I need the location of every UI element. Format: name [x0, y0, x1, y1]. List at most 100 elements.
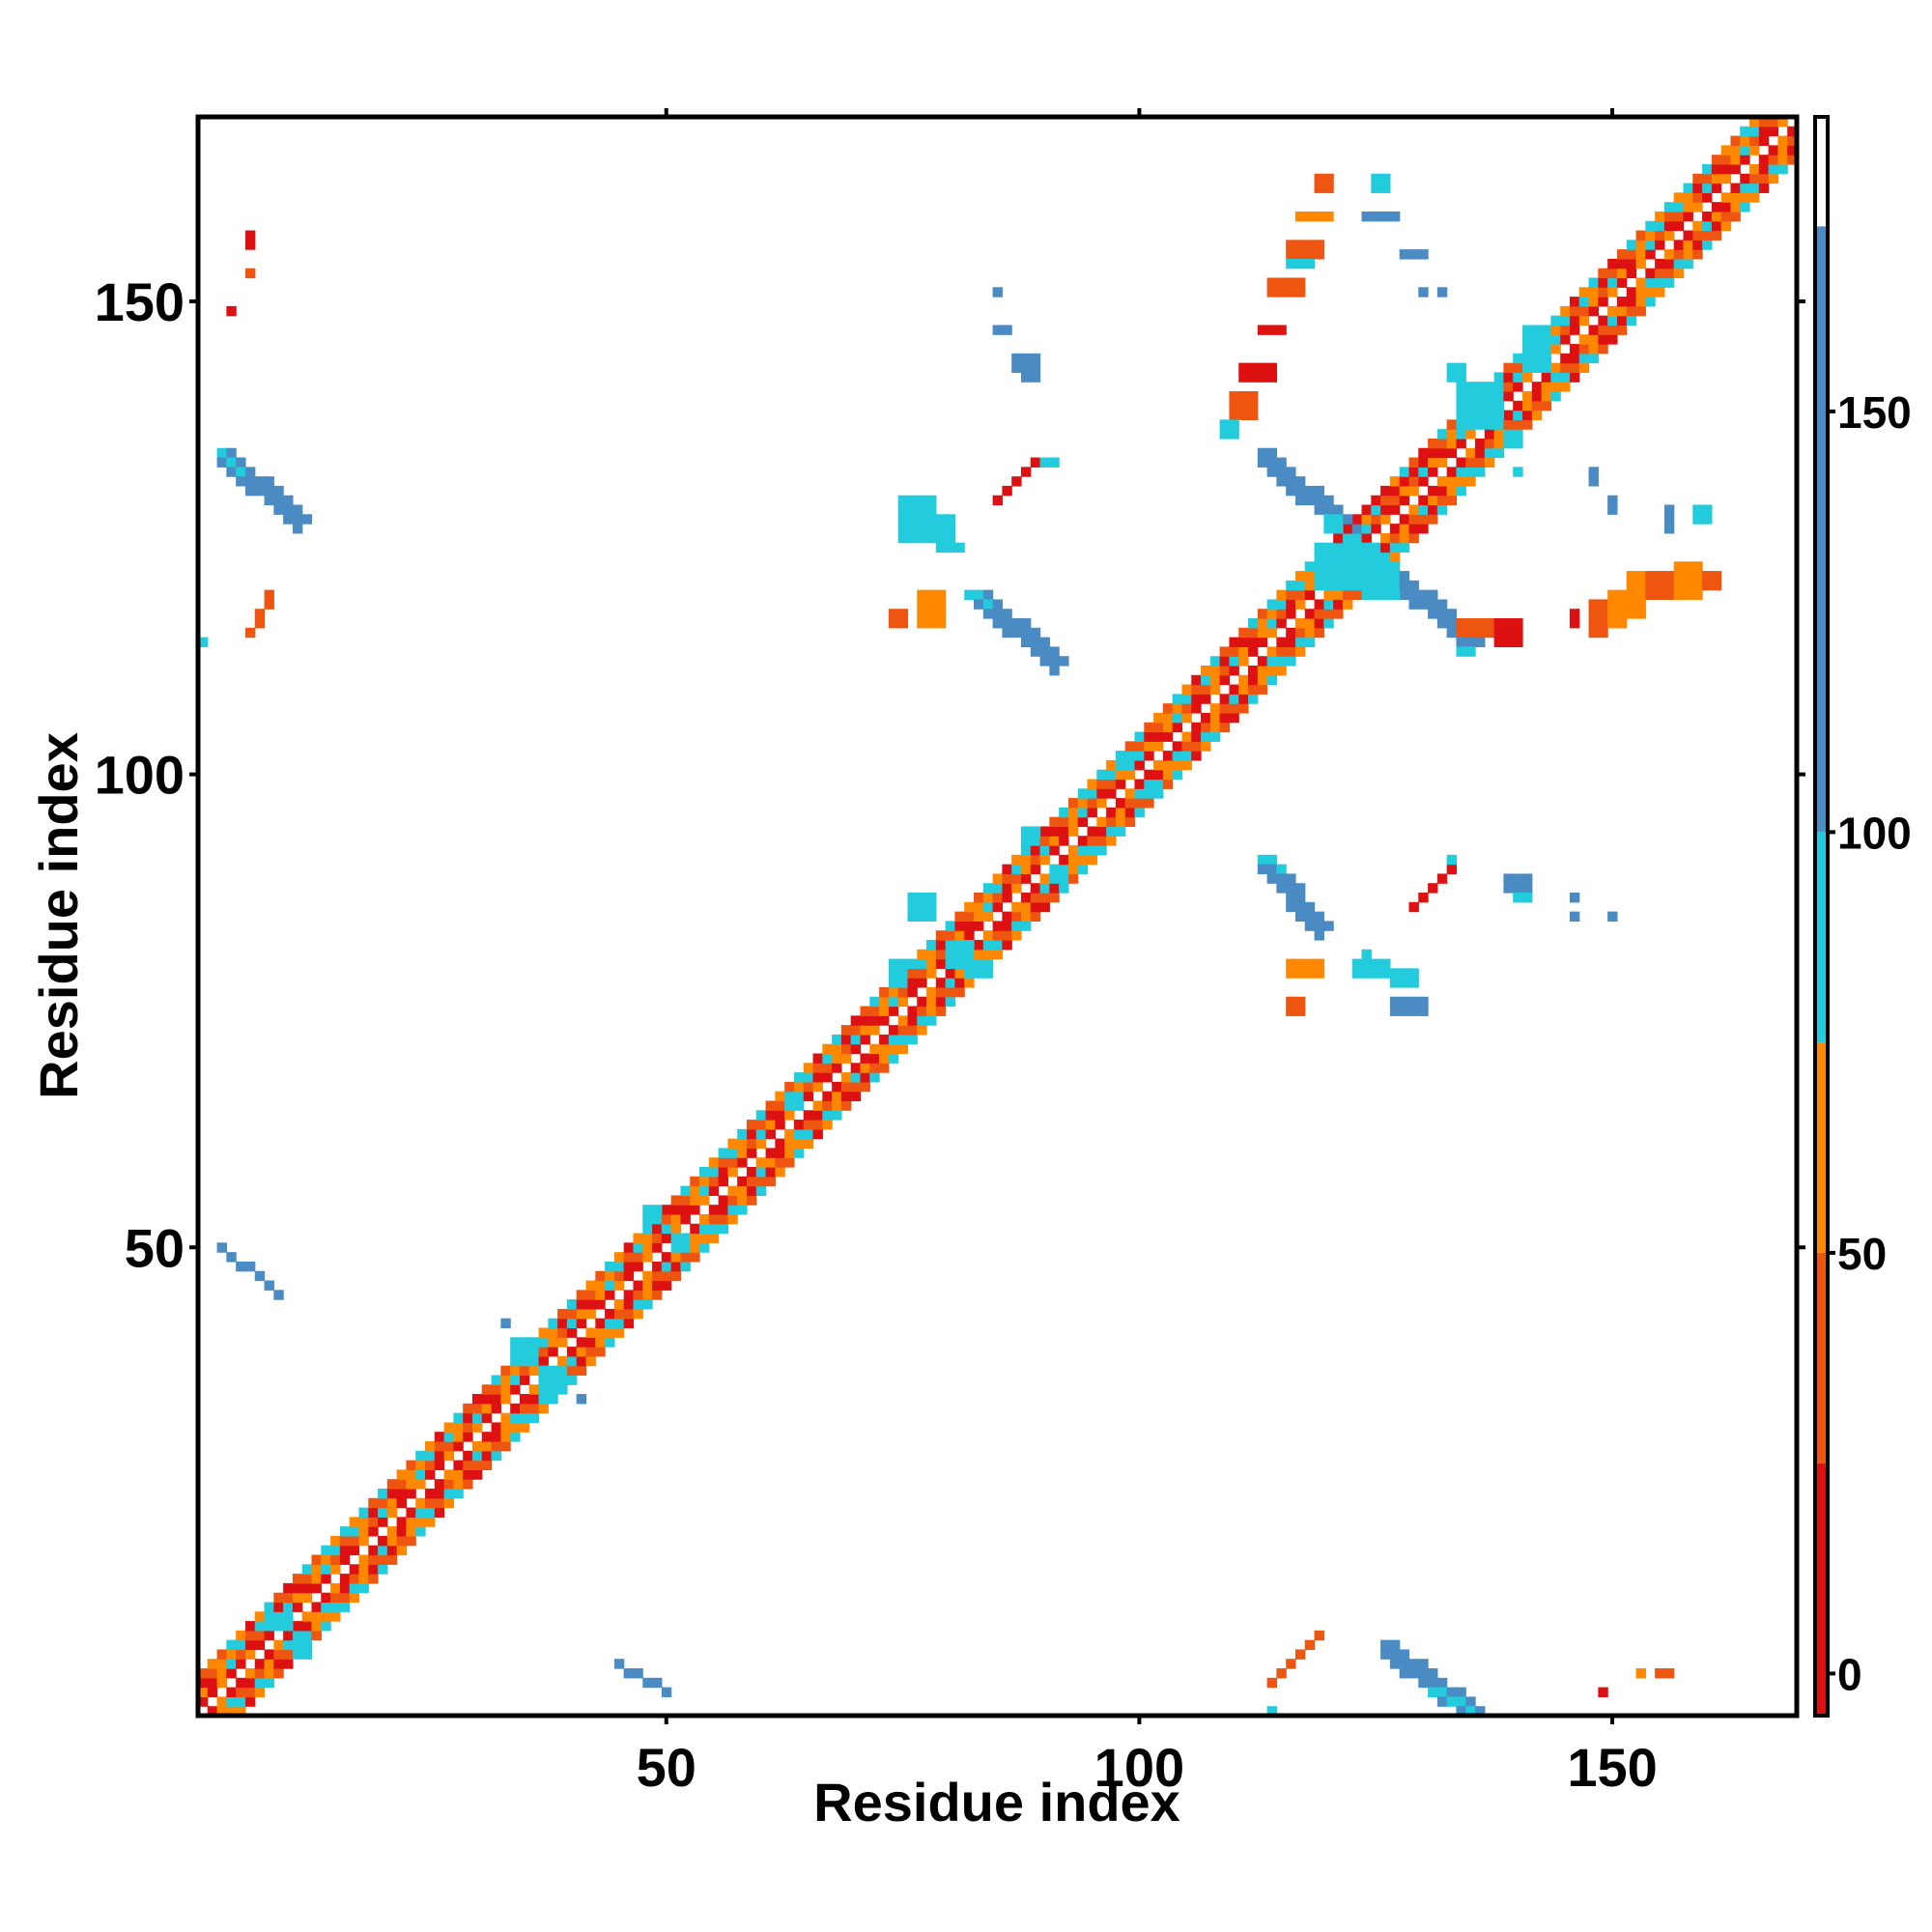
heatmap-cell — [1569, 315, 1580, 327]
heatmap-cell — [1067, 845, 1079, 856]
heatmap-cell — [1153, 759, 1164, 771]
heatmap-cell — [1002, 325, 1012, 335]
heatmap-cell — [254, 618, 266, 629]
heatmap-cell — [1294, 495, 1306, 506]
heatmap-cell — [1389, 532, 1401, 544]
heatmap-cell — [1266, 467, 1277, 477]
heatmap-cell — [1436, 485, 1448, 497]
heatmap-cell — [1456, 646, 1466, 657]
heatmap-cell — [1484, 410, 1495, 420]
heatmap-cell — [718, 1176, 728, 1187]
heatmap-cell — [623, 1308, 635, 1320]
heatmap-cell — [1201, 741, 1211, 752]
heatmap-cell — [907, 532, 918, 544]
heatmap-cell — [1144, 769, 1154, 781]
heatmap-cell — [718, 1223, 728, 1235]
heatmap-cell — [1645, 230, 1656, 241]
heatmap-cell — [1446, 864, 1458, 875]
heatmap-cell — [378, 1488, 388, 1499]
heatmap-cell — [510, 1422, 521, 1433]
heatmap-cell — [566, 1318, 578, 1329]
heatmap-cell — [822, 1053, 833, 1064]
heatmap-cell — [917, 618, 927, 629]
heatmap-cell — [935, 986, 947, 998]
heatmap-cell — [897, 1034, 909, 1045]
heatmap-cell — [982, 893, 994, 903]
heatmap-cell — [1266, 618, 1277, 629]
heatmap-cell — [1475, 467, 1486, 477]
heatmap-cell — [888, 996, 899, 1008]
heatmap-cell — [358, 1535, 369, 1547]
heatmap-cell — [254, 476, 266, 487]
heatmap-cell — [1503, 372, 1514, 383]
heatmap-cell — [548, 1347, 558, 1357]
heatmap-cell — [974, 921, 984, 931]
heatmap-cell — [1740, 145, 1750, 156]
heatmap-cell — [1266, 646, 1277, 657]
heatmap-cell — [945, 524, 956, 534]
heatmap-cell — [1286, 646, 1296, 657]
heatmap-cell — [982, 599, 994, 610]
heatmap-cell — [1616, 249, 1628, 260]
heatmap-cell — [1720, 173, 1732, 185]
heatmap-cell — [406, 1507, 416, 1518]
heatmap-cell — [1588, 353, 1599, 364]
heatmap-cell — [605, 1318, 615, 1329]
heatmap-cell — [1011, 476, 1022, 487]
heatmap-cell — [1569, 372, 1580, 383]
heatmap-cell — [1513, 873, 1523, 884]
heatmap-cell — [500, 1412, 511, 1424]
heatmap-cell — [500, 1384, 511, 1395]
heatmap-cell — [566, 1347, 578, 1357]
heatmap-cell — [954, 986, 965, 998]
heatmap-cell — [396, 1469, 408, 1480]
heatmap-cell — [1663, 277, 1675, 288]
heatmap-cell — [746, 1148, 757, 1158]
heatmap-cell — [1380, 514, 1391, 525]
heatmap-cell — [775, 1091, 785, 1102]
heatmap-cell — [1276, 476, 1287, 487]
heatmap-cell — [652, 1233, 663, 1243]
heatmap-cell — [1465, 1696, 1476, 1707]
heatmap-cell — [1238, 684, 1249, 695]
heatmap-cell — [879, 1015, 890, 1026]
heatmap-cell — [1607, 287, 1618, 298]
heatmap-cell — [1663, 524, 1675, 534]
heatmap-cell — [292, 1630, 303, 1641]
heatmap-cell — [1645, 277, 1656, 288]
heatmap-cell — [1153, 779, 1164, 789]
heatmap-cell — [1740, 173, 1750, 185]
heatmap-cell — [1134, 798, 1145, 809]
heatmap-cell — [1380, 211, 1391, 222]
heatmap-cell — [879, 1006, 890, 1016]
heatmap-cell — [1522, 400, 1533, 412]
heatmap-cell — [1134, 788, 1145, 799]
heatmap-cell — [585, 1355, 596, 1367]
heatmap-cell — [1314, 571, 1324, 582]
heatmap-cell — [273, 495, 284, 506]
heatmap-cell — [964, 968, 975, 979]
heatmap-cell — [595, 1290, 606, 1300]
heatmap-cell — [1371, 514, 1381, 525]
heatmap-cell — [1550, 334, 1561, 345]
heatmap-cell — [415, 1497, 426, 1509]
heatmap-cell — [1635, 580, 1646, 591]
heatmap-cell — [897, 609, 909, 619]
heatmap-cell — [755, 1185, 767, 1196]
heatmap-cell — [633, 1299, 643, 1310]
heatmap-cell — [974, 958, 984, 969]
heatmap-cell — [1002, 911, 1012, 922]
heatmap-cell — [1181, 741, 1192, 752]
heatmap-cell — [292, 1592, 303, 1604]
heatmap-cell — [301, 1592, 313, 1604]
heatmap-cell — [1144, 779, 1154, 789]
heatmap-cell — [926, 1015, 937, 1026]
heatmap-cell — [1294, 1649, 1306, 1660]
heatmap-cell — [1286, 277, 1296, 288]
heatmap-cell — [879, 996, 890, 1008]
heatmap-cell — [1418, 249, 1429, 260]
heatmap-cell — [737, 1185, 748, 1196]
heatmap-cell — [1436, 599, 1448, 610]
heatmap-cell — [519, 1422, 530, 1433]
heatmap-cell — [1276, 589, 1287, 601]
